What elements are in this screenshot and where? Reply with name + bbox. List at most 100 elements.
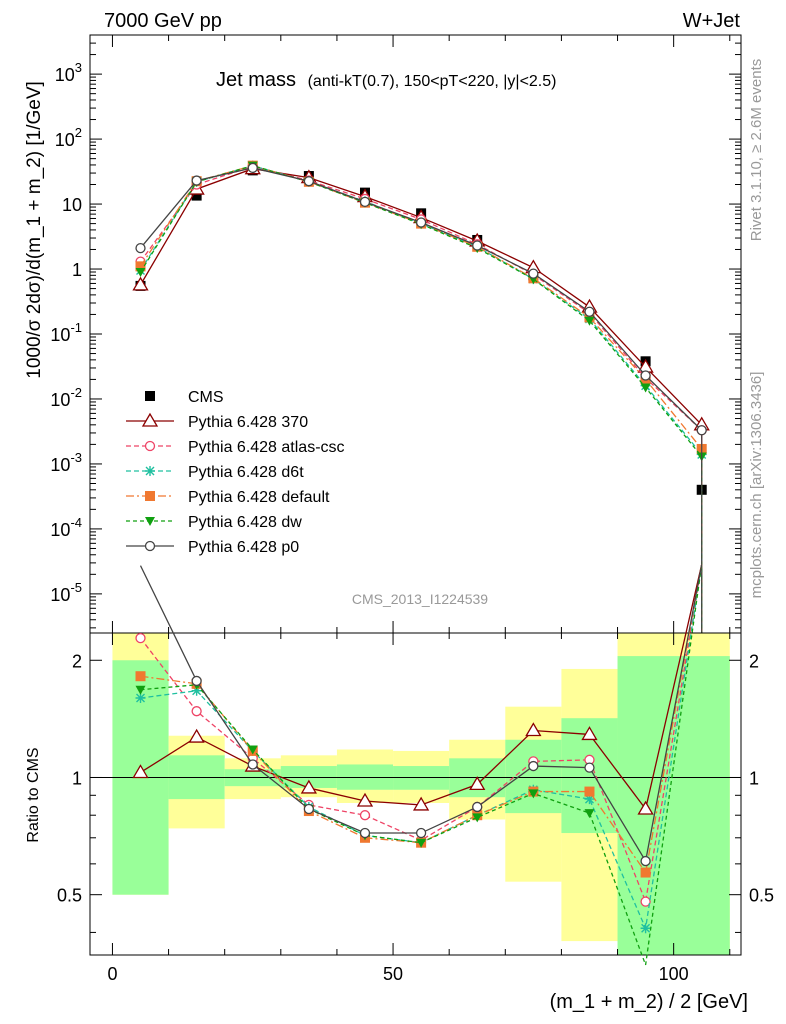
ratio-point-0-1 <box>188 728 205 743</box>
ratio-point-1-1 <box>191 706 202 717</box>
ratio-point-3-8 <box>584 786 595 797</box>
ratio-ytick-label: 1 <box>72 768 82 788</box>
series-line-6 <box>140 167 703 431</box>
ratio-point-2-9 <box>640 923 651 934</box>
ratio-ytick-label-right: 0.5 <box>749 886 774 906</box>
ratio-point-5-1 <box>191 675 202 687</box>
ratio-bands <box>112 633 730 955</box>
point-6-9 <box>640 370 651 381</box>
point-6-3 <box>303 176 315 187</box>
ratio-point-5-6 <box>472 801 483 813</box>
ratio-ytick-label: 0.5 <box>57 886 82 906</box>
tick-base: 10 <box>55 65 75 85</box>
ratio-point-4-7 <box>528 789 539 799</box>
legend-label-6: Pythia 6.428 p0 <box>188 539 299 556</box>
legend-marker-5 <box>145 517 155 526</box>
ratio-series-group <box>132 564 703 966</box>
legend-item-2: Pythia 6.428 atlas-csc <box>126 439 345 456</box>
point-6-10 <box>696 425 707 436</box>
tick-base: 10 <box>50 390 70 410</box>
main-series-group <box>132 160 710 633</box>
tick-exp: -5 <box>70 580 82 595</box>
ratio-point-0-4 <box>356 792 374 807</box>
main-ytick-label: 103 <box>55 60 82 85</box>
legend-label-3: Pythia 6.428 d6t <box>188 464 304 481</box>
ratio-point-4-5 <box>416 838 427 848</box>
legend-label-5: Pythia 6.428 dw <box>188 514 302 531</box>
point-6-8 <box>584 306 595 317</box>
tick-base: 10 <box>50 585 70 605</box>
point-1-0 <box>132 276 149 291</box>
legend-label-0: CMS <box>188 389 224 406</box>
ratio-point-0-3 <box>300 779 318 794</box>
ratio-point-0-8 <box>581 726 598 741</box>
ratio-ytick-label: 2 <box>72 651 82 671</box>
tick-exp: -1 <box>70 320 82 335</box>
header-left: 7000 GeV pp <box>104 10 222 32</box>
tick-base: 10 <box>50 520 70 540</box>
x-tick-label: 0 <box>107 964 117 984</box>
ratio-point-0-5 <box>412 796 430 811</box>
ratio-point-5-4 <box>359 827 371 839</box>
legend-marker-1 <box>141 412 159 427</box>
legend-item-4: Pythia 6.428 default <box>126 489 330 506</box>
legend-marker-6 <box>144 540 156 552</box>
legend: CMS Pythia 6.428 370 Pythia 6.428 atlas-cs… <box>126 389 345 556</box>
ratio-point-5-7 <box>528 760 539 772</box>
main-ytick-label: 10-2 <box>50 385 82 410</box>
ratio-point-4-8 <box>584 809 595 819</box>
tick-exp: 3 <box>75 60 82 75</box>
series-6 <box>135 162 707 633</box>
point-5-8 <box>584 316 595 326</box>
legend-item-3: Pythia 6.428 d6t <box>126 464 304 481</box>
ratio-point-2-0 <box>135 693 146 704</box>
series-line-2 <box>139 165 703 431</box>
ratio-point-3-9 <box>640 867 651 878</box>
ratio-point-2-8 <box>584 794 595 805</box>
ratio-point-0-9 <box>637 800 654 815</box>
x-axis-label: (m_1 + m_2) / 2 [GeV] <box>550 991 748 1013</box>
main-ytick-label: 10 <box>62 195 82 215</box>
mcplots-label: mcplots.cern.ch [arXiv:1306.3436] <box>748 372 765 599</box>
point-6-1 <box>191 175 202 186</box>
legend-label-2: Pythia 6.428 atlas-csc <box>188 439 345 456</box>
legend-label-4: Pythia 6.428 default <box>188 489 330 506</box>
ratio-point-4-2 <box>247 745 258 755</box>
ratio-point-3-0 <box>135 671 146 682</box>
tick-base: 10 <box>50 455 70 475</box>
tick-exp: -2 <box>70 385 82 400</box>
ratio-point-0-7 <box>525 722 542 737</box>
ratio-point-4-0 <box>135 685 146 695</box>
point-0-1 <box>191 190 202 201</box>
ratio-ytick-label-right: 1 <box>749 768 759 788</box>
main-ytick-label: 10-4 <box>50 515 82 540</box>
ratio-frame <box>89 632 742 956</box>
tick-exp: -4 <box>70 515 82 530</box>
legend-marker-3 <box>145 466 155 476</box>
main-ytick-label: 10-1 <box>50 320 82 345</box>
ratio-ylabel: Ratio to CMS <box>25 747 42 842</box>
point-6-4 <box>359 196 371 208</box>
ratio-point-4-6 <box>472 813 483 823</box>
legend-marker-0 <box>145 391 155 401</box>
ratio-line-4 <box>140 564 703 966</box>
tick-exp: -3 <box>70 450 82 465</box>
ratio-point-0-0 <box>132 764 149 779</box>
ratio-axes: 0 50 100 0.5 0.5 1 1 2 2 <box>57 632 774 984</box>
ratio-point-5-5 <box>415 827 427 839</box>
point-6-0 <box>135 242 146 254</box>
ratio-point-5-2 <box>247 759 258 770</box>
main-subtitle-text: (anti-kT(0.7), 150<pT<220, |y|<2.5) <box>308 73 557 90</box>
tick-base: 10 <box>55 130 75 150</box>
point-6-2 <box>247 162 258 174</box>
main-ytick-label: 10-5 <box>50 580 82 605</box>
ratio-point-5-3 <box>303 803 315 815</box>
legend-marker-2 <box>144 440 156 452</box>
main-title-text: Jet mass <box>216 69 296 91</box>
legend-marker-4 <box>145 491 155 501</box>
ratio-point-1-9 <box>640 896 651 907</box>
ratio-point-5-8 <box>584 762 595 773</box>
analysis-tag: CMS_2013_I1224539 <box>352 591 488 607</box>
